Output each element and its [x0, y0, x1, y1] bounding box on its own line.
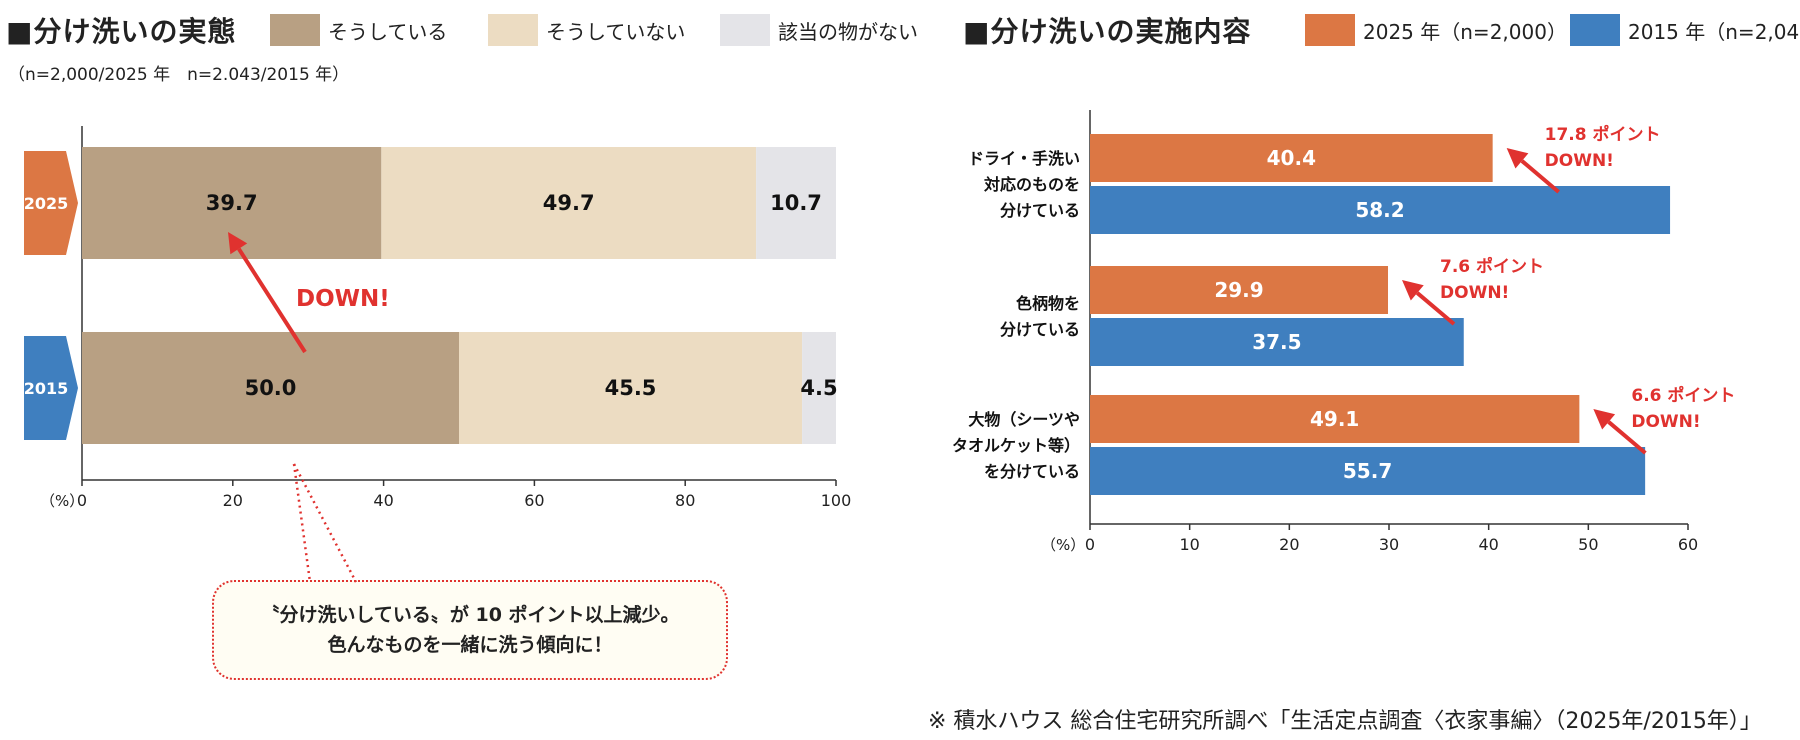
callout-line-1: 〝分け洗いしている〟が 10 ポイント以上減少。 — [260, 604, 680, 626]
category-tag — [24, 336, 78, 440]
right-grouped-bar-chart: 0 10 20 30 40 50 60 （%） 40.4 58.2 ドライ・手洗い対応のものを分けて… — [952, 110, 1735, 554]
bar-value-label: 49.1 — [1310, 407, 1359, 431]
legend-swatch — [270, 14, 320, 46]
down-arrow-shaft — [237, 247, 307, 354]
callout-bubble: 〝分け洗いしている〟が 10 ポイント以上減少。 色んなものを一緒に洗う傾向に！ — [212, 580, 728, 680]
annotation-down: DOWN! — [1440, 283, 1509, 303]
bar-value-label: 29.9 — [1214, 278, 1263, 302]
legend-swatch — [488, 14, 538, 46]
down-arrow-head — [1593, 409, 1616, 430]
down-arrow-shaft — [1607, 420, 1647, 455]
legend-label: そうしている — [328, 19, 448, 44]
bar — [1090, 134, 1493, 182]
x-tick-label: 0 — [1085, 535, 1095, 554]
legend-item-doing: そうしている — [270, 14, 447, 46]
bar-value-label: 10.7 — [770, 191, 822, 215]
down-arrow-shaft — [1520, 159, 1560, 194]
x-tick-label: 60 — [1678, 535, 1698, 554]
x-tick-label: 100 — [821, 491, 852, 510]
legend-label: 該当の物がない — [778, 19, 918, 44]
down-arrow-head — [1402, 280, 1424, 301]
bar-segment — [381, 147, 757, 259]
annotation-points: 7.6 ポイント — [1440, 256, 1544, 277]
category-label: ドライ・手洗い — [968, 149, 1080, 168]
annotation-down: DOWN! — [1631, 412, 1700, 432]
callout-pointer — [292, 463, 358, 583]
x-tick-label: 50 — [1578, 535, 1598, 554]
category-label: 分けている — [1000, 320, 1080, 339]
bar — [1090, 447, 1646, 495]
source-note: ※ 積水ハウス 総合住宅研究所調べ「生活定点調査〈衣家事編〉（2025年/201… — [928, 709, 1762, 734]
x-axis-unit-label: （%） — [1041, 536, 1085, 554]
annotation-points: 6.6 ポイント — [1631, 385, 1735, 406]
legend-item-2015: 2015 年（n=2,043） — [1570, 14, 1800, 46]
down-annotation: DOWN! — [296, 286, 390, 312]
legend-item-not-doing: そうしていない — [488, 14, 685, 46]
x-tick-label: 40 — [1478, 535, 1498, 554]
legend-label: そうしていない — [546, 19, 686, 44]
category-label: を分けている — [984, 462, 1080, 481]
x-axis-unit-label: （%） — [40, 492, 84, 510]
bar-value-label: 49.7 — [543, 191, 595, 215]
bar — [1090, 186, 1671, 234]
bar-value-label: 45.5 — [605, 376, 657, 400]
bar-value-label: 39.7 — [206, 191, 258, 215]
callout-line-2: 色んなものを一緒に洗う傾向に！ — [327, 634, 613, 656]
x-tick-label: 80 — [675, 491, 695, 510]
bar — [1090, 395, 1580, 443]
category-tag — [24, 151, 78, 255]
category-label: 大物（シーツや — [968, 410, 1080, 429]
legend-swatch — [1570, 14, 1620, 46]
category-label: 色柄物を — [1016, 294, 1080, 313]
bar-value-label: 58.2 — [1355, 198, 1404, 222]
down-arrow-head — [228, 232, 248, 255]
x-tick-label: 20 — [1279, 535, 1299, 554]
bar-segment — [82, 332, 459, 444]
legend-label: 2025 年（n=2,000） — [1363, 19, 1567, 44]
left-stacked-bar-chart: 0 20 40 60 80 100 （%） 39.7 49.7 10.7 2025 50.0 45.5 4… — [24, 126, 852, 510]
left-chart-title: ■分け洗いの実態 — [6, 15, 237, 48]
left-sample-size-note: （n=2,000/2025 年 n=2.043/2015 年） — [8, 65, 350, 85]
category-label: 2025 — [24, 194, 69, 213]
bar-value-label: 37.5 — [1252, 330, 1301, 354]
right-chart-title: ■分け洗いの実施内容 — [963, 15, 1252, 48]
down-arrow-shaft — [1415, 291, 1456, 326]
bar-segment — [756, 147, 836, 259]
category-label: タオルケット等） — [952, 436, 1080, 455]
bar-value-label: 50.0 — [245, 376, 297, 400]
legend-swatch — [1305, 14, 1355, 46]
x-tick-label: 10 — [1179, 535, 1199, 554]
bar-segment — [459, 332, 803, 444]
category-label: 2015 — [24, 379, 69, 398]
legend-item-2025: 2025 年（n=2,000） — [1305, 14, 1567, 46]
bar-segment — [802, 332, 836, 444]
annotation-points: 17.8 ポイント — [1545, 124, 1661, 145]
legend-label: 2015 年（n=2,043） — [1628, 19, 1800, 44]
bar-value-label: 4.5 — [800, 376, 837, 400]
down-arrow-head — [1506, 148, 1529, 169]
bar — [1090, 266, 1389, 314]
x-tick-label: 0 — [77, 491, 87, 510]
bar-value-label: 55.7 — [1343, 459, 1392, 483]
x-tick-label: 40 — [373, 491, 393, 510]
bar — [1090, 318, 1464, 366]
x-tick-label: 30 — [1379, 535, 1399, 554]
legend-swatch — [720, 14, 770, 46]
category-label: 分けている — [1000, 201, 1080, 220]
legend-item-not-applicable: 該当の物がない — [720, 14, 918, 46]
bar-value-label: 40.4 — [1267, 146, 1316, 170]
x-tick-label: 60 — [524, 491, 544, 510]
x-tick-label: 20 — [223, 491, 243, 510]
annotation-down: DOWN! — [1545, 151, 1614, 171]
category-label: 対応のものを — [983, 175, 1080, 194]
